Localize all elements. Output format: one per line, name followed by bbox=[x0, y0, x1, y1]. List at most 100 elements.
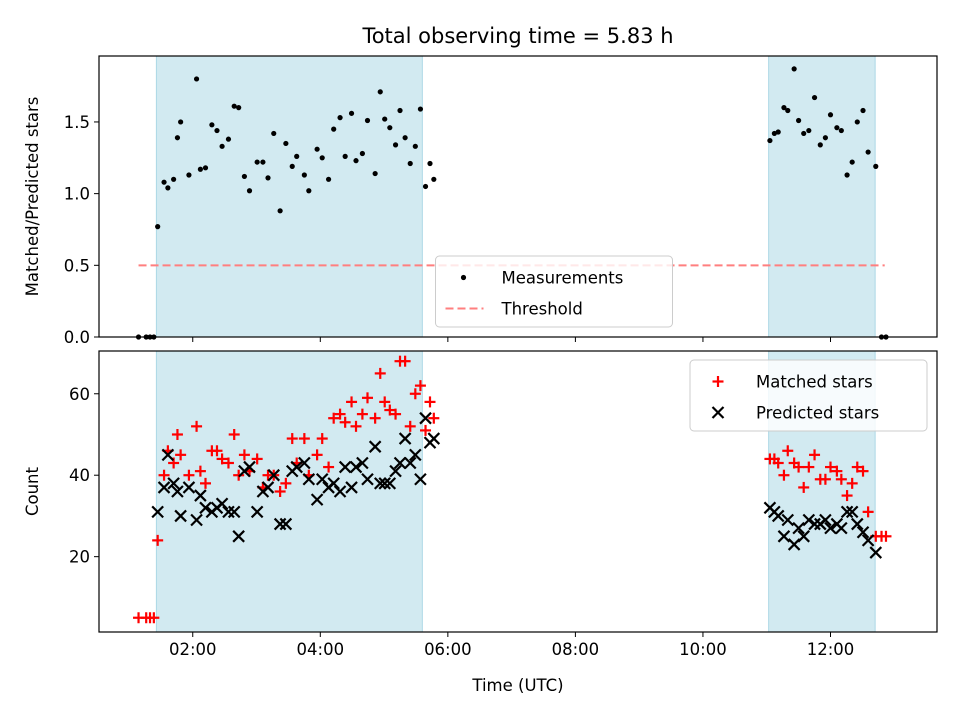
marker-stroke bbox=[840, 505, 854, 519]
predicted-stars-point bbox=[856, 525, 870, 539]
matched-stars-point bbox=[772, 457, 784, 469]
measurements-point bbox=[225, 136, 232, 142]
measurements-point bbox=[392, 142, 399, 148]
predicted-stars-point bbox=[345, 481, 358, 494]
matched-stars-point bbox=[851, 461, 863, 473]
measurements-point bbox=[241, 173, 248, 180]
marker-stroke bbox=[349, 460, 363, 474]
marker-stroke bbox=[227, 505, 241, 519]
legend-swatch bbox=[712, 376, 724, 387]
predicted-stars-point bbox=[279, 517, 293, 531]
marker-stroke bbox=[345, 481, 358, 494]
marker-stroke bbox=[851, 517, 864, 531]
x-tick-label: 02:00 bbox=[169, 640, 217, 659]
marker-stroke bbox=[310, 493, 324, 506]
marker-stroke bbox=[427, 432, 441, 445]
measurements-point bbox=[265, 175, 271, 181]
marker-stroke bbox=[250, 505, 264, 519]
measurements-point bbox=[382, 116, 388, 122]
matched-stars-point bbox=[323, 461, 335, 473]
matched-stars-point bbox=[328, 412, 340, 424]
predicted-stars-point bbox=[851, 517, 864, 531]
marker-stroke bbox=[315, 473, 329, 486]
measurements-point bbox=[161, 179, 167, 185]
measurements-point bbox=[817, 142, 823, 148]
predicted-stars-point bbox=[861, 534, 875, 547]
marker-stroke bbox=[174, 509, 187, 523]
matched-stars-point bbox=[846, 477, 858, 489]
predicted-stars-point bbox=[182, 481, 196, 494]
measurements-point bbox=[193, 76, 200, 82]
matched-stars-point bbox=[424, 396, 436, 408]
matched-stars-point bbox=[793, 461, 805, 473]
predicted-stars-point bbox=[171, 485, 184, 498]
marker-stroke bbox=[298, 456, 311, 470]
matched-stars-point bbox=[379, 396, 391, 408]
ratio-panel-frame bbox=[98, 55, 938, 338]
measurements-point bbox=[197, 166, 204, 172]
measurements-point bbox=[260, 159, 266, 165]
matched-stars-point bbox=[211, 445, 223, 457]
matched-stars-point bbox=[148, 612, 160, 624]
measurements-point bbox=[791, 66, 797, 72]
marker-stroke bbox=[856, 525, 870, 539]
matched-stars-point bbox=[346, 396, 358, 408]
matched-stars-point bbox=[216, 453, 228, 465]
matched-stars-point bbox=[862, 506, 874, 518]
marker-stroke bbox=[414, 473, 427, 486]
predicted-stars-point bbox=[243, 460, 256, 474]
measurements-point bbox=[155, 224, 161, 230]
legend-label: Threshold bbox=[501, 300, 583, 319]
predicted-stars-point bbox=[190, 513, 203, 527]
predicted-stars-point bbox=[869, 546, 883, 559]
marker-stroke bbox=[861, 534, 875, 547]
matched-stars-point bbox=[356, 408, 368, 420]
matched-stars-point bbox=[384, 404, 396, 416]
predicted-stars-point bbox=[808, 517, 821, 531]
y-tick-label: 20 bbox=[69, 548, 90, 567]
observing-windows bbox=[155, 55, 876, 338]
matched-stars-point bbox=[228, 428, 240, 440]
measurements-point bbox=[171, 176, 177, 182]
matched-stars-point bbox=[399, 355, 411, 367]
legend-label: Matched stars bbox=[756, 373, 873, 392]
matched-stars-point bbox=[311, 449, 323, 461]
marker-stroke bbox=[243, 460, 256, 474]
measurements-point bbox=[865, 149, 871, 155]
matched-stars-point bbox=[158, 469, 170, 481]
marker-stroke bbox=[368, 440, 382, 453]
y-tick-label: 0.0 bbox=[64, 328, 90, 347]
measurements-point bbox=[834, 125, 840, 131]
count-y-axis-label: Count bbox=[23, 466, 42, 516]
measurements-point bbox=[873, 163, 879, 169]
count-panel: 02:00 04:00 06:00 08:00 10:00 12:00 20 40 60 Co… bbox=[23, 350, 938, 659]
predicted-stars-point bbox=[161, 448, 175, 462]
predicted-stars-point bbox=[174, 509, 187, 523]
marker-stroke bbox=[419, 411, 432, 425]
measurements-point bbox=[337, 115, 343, 121]
measurements-point bbox=[283, 140, 289, 147]
predicted-stars-point bbox=[781, 513, 795, 527]
marker-stroke bbox=[378, 477, 391, 490]
matched-stars-point bbox=[798, 481, 810, 493]
measurements-point bbox=[254, 159, 260, 165]
matched-stars-point bbox=[409, 388, 421, 400]
predicted-stars-point bbox=[227, 505, 241, 519]
measurements-point bbox=[811, 94, 818, 101]
matched-stars-point bbox=[251, 453, 263, 465]
matched-stars-point bbox=[390, 408, 402, 420]
marker-stroke bbox=[182, 481, 196, 494]
predicted-stars-point bbox=[389, 464, 402, 478]
measurements-point bbox=[412, 143, 418, 149]
measurements-point bbox=[775, 129, 781, 135]
predicted-stars-point bbox=[302, 473, 316, 486]
count-panel-y-axis: 20 40 60 bbox=[69, 385, 99, 567]
measurements-point bbox=[359, 150, 365, 157]
measurements-point bbox=[801, 130, 807, 137]
legend-label: Measurements bbox=[502, 269, 624, 288]
predicted-stars-point bbox=[824, 521, 837, 535]
measurements-point bbox=[844, 172, 850, 178]
measurements-point bbox=[822, 135, 828, 141]
predicted-stars-point bbox=[310, 493, 324, 506]
